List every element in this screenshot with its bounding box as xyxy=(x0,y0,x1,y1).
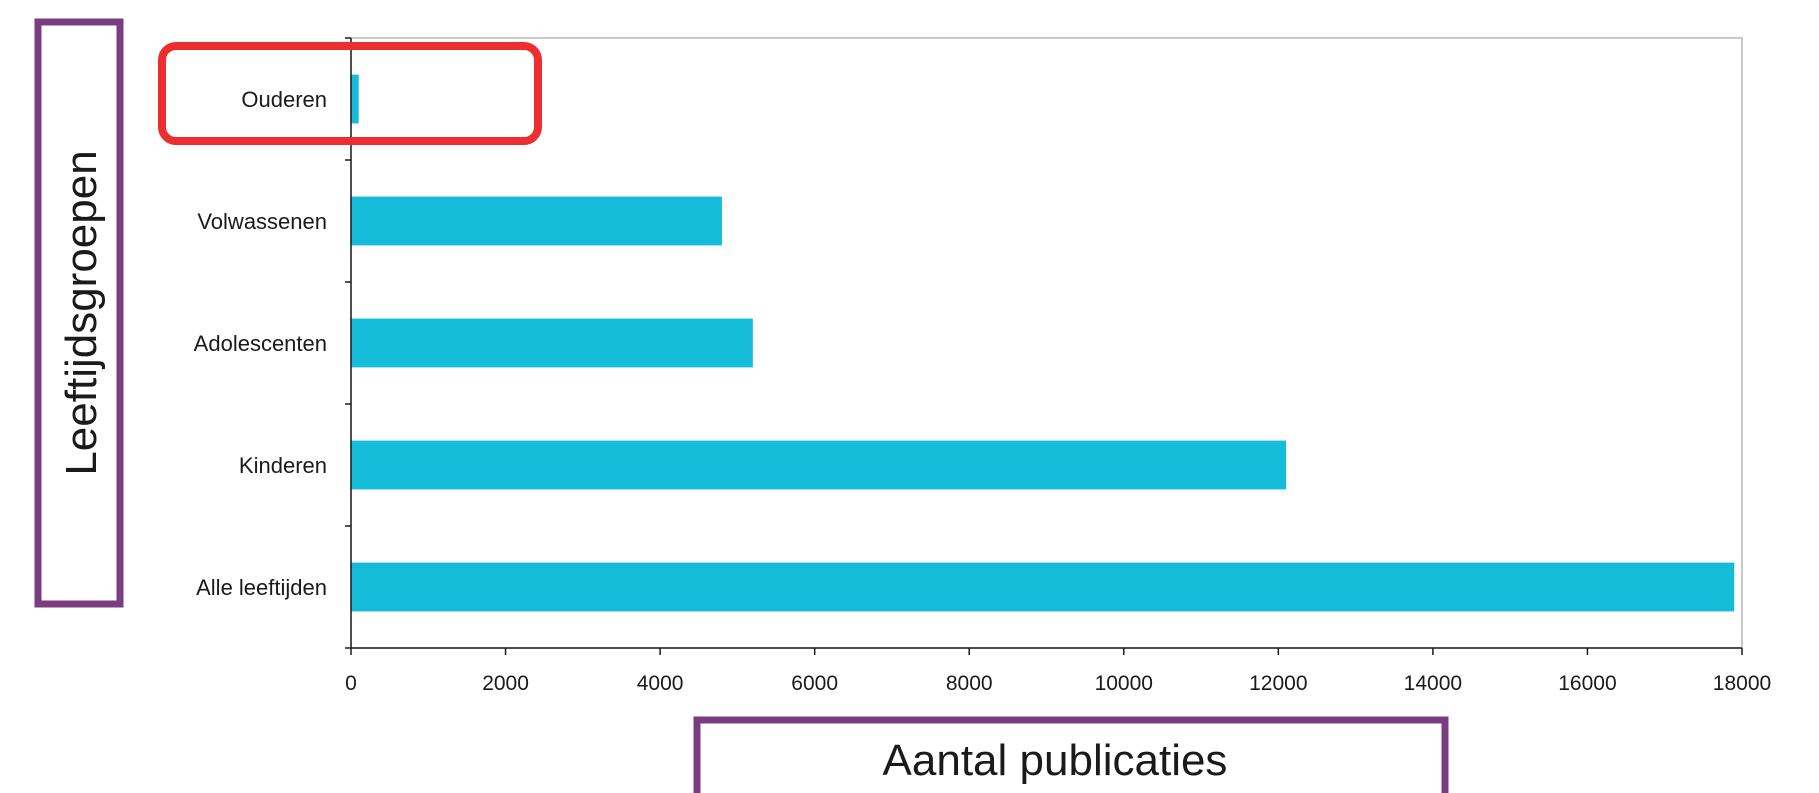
bar-adolescenten xyxy=(351,318,753,368)
bar-volwassenen xyxy=(351,196,722,246)
x-tick-label: 6000 xyxy=(791,672,838,695)
category-label: Adolescenten xyxy=(194,331,327,356)
x-tick-label: 0 xyxy=(345,672,357,695)
bar-alle-leeftijden xyxy=(351,562,1735,612)
x-tick-label: 4000 xyxy=(637,672,684,695)
highlight-box-ouderen xyxy=(158,42,542,145)
category-label: Alle leeftijden xyxy=(196,575,327,600)
x-axis-ticks: 0 2000 4000 6000 8000 10000 12000 14000 16000 180… xyxy=(345,37,1771,695)
ylabel-box xyxy=(34,18,124,608)
category-label: Kinderen xyxy=(239,453,327,478)
x-axis-title: Aantal publicaties xyxy=(883,736,1228,785)
x-tick-label: 18000 xyxy=(1713,672,1771,695)
category-label: Ouderen xyxy=(241,87,327,112)
x-tick-label: 10000 xyxy=(1095,672,1153,695)
bar-ouderen xyxy=(351,74,359,124)
category-label: Volwassenen xyxy=(197,209,327,234)
x-tick-label: 12000 xyxy=(1249,672,1307,695)
category-labels: Ouderen Volwassenen Adolescenten Kinderen Al… xyxy=(194,87,327,600)
x-tick-label: 14000 xyxy=(1404,672,1462,695)
x-tick-label: 2000 xyxy=(482,672,529,695)
x-tick-label: 16000 xyxy=(1558,672,1616,695)
bars-group xyxy=(351,74,1735,612)
x-tick-label: 8000 xyxy=(946,672,993,695)
bar-kinderen xyxy=(351,440,1287,490)
xlabel-box xyxy=(693,716,1449,793)
y-axis-title: Leeftijdsgroepen xyxy=(57,150,106,475)
